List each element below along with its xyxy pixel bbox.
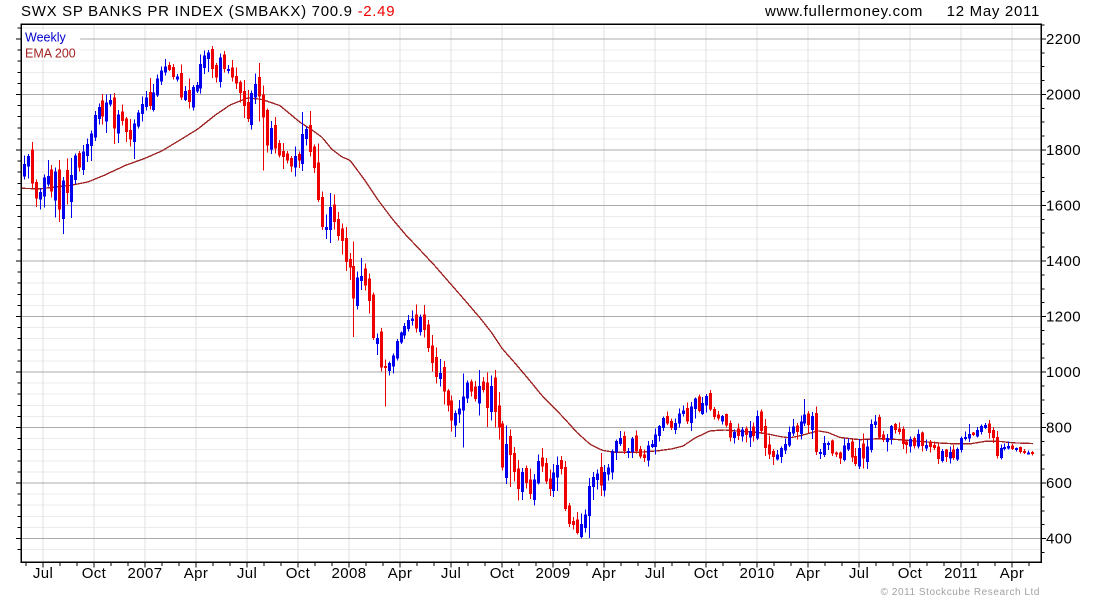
svg-text:© 2011 Stockcube Research Ltd: © 2011 Stockcube Research Ltd <box>881 587 1040 598</box>
svg-text:2011: 2011 <box>944 565 978 582</box>
svg-text:EMA 200: EMA 200 <box>25 47 76 61</box>
svg-text:Oct: Oct <box>898 565 923 582</box>
svg-text:Apr: Apr <box>1000 565 1025 582</box>
svg-text:www.fullermoney.com: www.fullermoney.com <box>764 3 923 20</box>
svg-text:SWX SP BANKS PR INDEX (SMBAKX): SWX SP BANKS PR INDEX (SMBAKX) 700.9 -2.… <box>21 3 395 20</box>
svg-text:Jul: Jul <box>441 565 461 582</box>
svg-text:800: 800 <box>1046 420 1072 437</box>
svg-text:Oct: Oct <box>286 565 311 582</box>
svg-text:1600: 1600 <box>1046 198 1081 215</box>
svg-text:Apr: Apr <box>796 565 821 582</box>
svg-text:1800: 1800 <box>1046 142 1081 159</box>
svg-text:Weekly: Weekly <box>25 31 67 45</box>
svg-text:2009: 2009 <box>536 565 571 582</box>
svg-text:Apr: Apr <box>592 565 617 582</box>
svg-text:2007: 2007 <box>128 565 163 582</box>
svg-text:400: 400 <box>1046 531 1072 548</box>
svg-text:1400: 1400 <box>1046 253 1081 270</box>
svg-text:2200: 2200 <box>1046 31 1081 48</box>
svg-text:Apr: Apr <box>388 565 413 582</box>
svg-text:Jul: Jul <box>849 565 869 582</box>
svg-text:2008: 2008 <box>332 565 367 582</box>
svg-text:600: 600 <box>1046 475 1072 492</box>
svg-text:Jul: Jul <box>645 565 665 582</box>
svg-text:2010: 2010 <box>740 565 775 582</box>
svg-text:1000: 1000 <box>1046 364 1081 381</box>
svg-text:Oct: Oct <box>694 565 719 582</box>
svg-text:Oct: Oct <box>490 565 515 582</box>
svg-text:1200: 1200 <box>1046 309 1081 326</box>
svg-text:Jul: Jul <box>33 565 53 582</box>
svg-text:Apr: Apr <box>184 565 209 582</box>
svg-text:2000: 2000 <box>1046 87 1081 104</box>
svg-text:Jul: Jul <box>237 565 257 582</box>
svg-text:Oct: Oct <box>82 565 107 582</box>
svg-text:12 May 2011: 12 May 2011 <box>947 3 1040 20</box>
